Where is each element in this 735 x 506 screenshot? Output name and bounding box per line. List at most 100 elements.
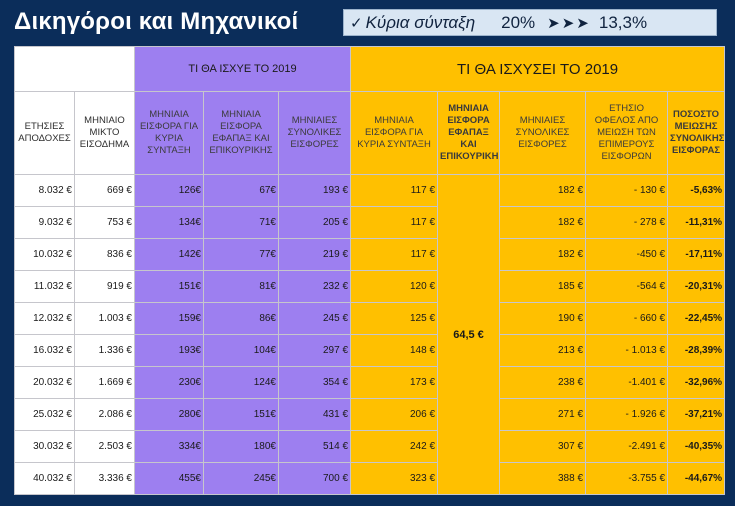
header-new-lump-sum: ΜΗΝΙΑΙΑ ΕΙΣΦΟΡΑ ΕΦΑΠΑΞ ΚΑΙ ΕΠΙΚΟΥΡΙΚΗ [437, 91, 501, 175]
cell-new-total: 182 € [499, 174, 587, 207]
cell-reduction-percent: -11,31% [667, 206, 726, 239]
cell-monthly-income: 1.003 € [74, 302, 135, 335]
cell-old-lump-sum: 81€ [203, 270, 279, 303]
group-header-new: ΤΙ ΘΑ ΙΣΧΥΣΕΙ ΤΟ 2019 [350, 46, 726, 92]
cell-new-main-pension: 148 € [350, 334, 439, 367]
cell-new-total: 182 € [499, 238, 587, 271]
cell-monthly-income: 2.503 € [74, 430, 135, 463]
cell-new-lump-sum: 64,5 € [437, 174, 501, 495]
cell-new-main-pension: 117 € [350, 206, 439, 239]
header-new-main-pension: ΜΗΝΙΑΙΑ ΕΙΣΦΟΡΑ ΓΙΑ ΚΥΡΙΑ ΣΥΝΤΑΞΗ [350, 91, 439, 175]
cell-new-total: 307 € [499, 430, 587, 463]
table-row: 8.032 €669 €126€ 67€ 193 €117 €64,5 €182 €… [14, 174, 726, 495]
cell-annual-benefit: -450 € [585, 238, 669, 271]
table-row: 25.032 €2.086 €280€ 151€ 431 €206 € 271 € - … [14, 398, 726, 431]
cell-reduction-percent: -20,31% [667, 270, 726, 303]
table-row: 20.032 €1.669 €230€ 124€ 354 €173 € 238 € -1… [14, 366, 726, 399]
cell-reduction-percent: -28,39% [667, 334, 726, 367]
cell-annual-income: 8.032 € [14, 174, 75, 207]
cell-old-lump-sum: 124€ [203, 366, 279, 399]
cell-old-lump-sum: 180€ [203, 430, 279, 463]
cell-old-total: 219 € [277, 238, 352, 271]
cell-old-total: 297 € [277, 334, 352, 367]
main-pension-rate-note: ✓ Κύρια σύνταξη 20% ➤➤➤ 13,3% [343, 9, 717, 36]
cell-reduction-percent: -44,67% [667, 462, 726, 495]
cell-old-lump-sum: 67€ [203, 174, 279, 207]
cell-new-main-pension: 120 € [350, 270, 439, 303]
header-monthly-income: ΜΗΝΙΑΙΟ ΜΙΚΤΟ ΕΙΣΟΔΗΜΑ [74, 91, 135, 175]
header-new-total: ΜΗΝΙΑΙΕΣ ΣΥΝΟΛΙΚΕΣ ΕΙΣΦΟΡΕΣ [499, 91, 587, 175]
cell-reduction-percent: -40,35% [667, 430, 726, 463]
note-label: Κύρια σύνταξη [365, 12, 476, 32]
cell-old-lump-sum: 104€ [203, 334, 279, 367]
cell-annual-income: 25.032 € [14, 398, 75, 431]
cell-annual-income: 16.032 € [14, 334, 75, 367]
cell-old-main-pension: 142€ [134, 238, 204, 271]
table-row: 12.032 €1.003 €159€ 86€ 245 €125 € 190 € - 6… [14, 302, 726, 335]
table-row: 11.032 €919 €151€ 81€ 232 €120 € 185 € -564 … [14, 270, 726, 303]
note-to-rate: 13,3% [598, 12, 648, 32]
cell-old-main-pension: 126€ [134, 174, 204, 207]
cell-new-total: 271 € [499, 398, 587, 431]
cell-old-main-pension: 280€ [134, 398, 204, 431]
cell-monthly-income: 2.086 € [74, 398, 135, 431]
cell-annual-income: 40.032 € [14, 462, 75, 495]
cell-new-main-pension: 125 € [350, 302, 439, 335]
corner-cell [14, 46, 135, 92]
table-row: 9.032 €753 €134€ 71€ 205 €117 € 182 € - 278 … [14, 206, 726, 239]
cell-annual-income: 30.032 € [14, 430, 75, 463]
cell-reduction-percent: -5,63% [667, 174, 726, 207]
header-old-total: ΜΗΝΙΑΙΕΣ ΣΥΝΟΛΙΚΕΣ ΕΙΣΦΟΡΕΣ [277, 91, 352, 175]
cell-old-lump-sum: 86€ [203, 302, 279, 335]
cell-old-lump-sum: 77€ [203, 238, 279, 271]
cell-annual-benefit: - 278 € [585, 206, 669, 239]
cell-annual-income: 20.032 € [14, 366, 75, 399]
cell-annual-income: 11.032 € [14, 270, 75, 303]
header-old-lump-sum: ΜΗΝΙΑΙΑ ΕΙΣΦΟΡΑ ΕΦΑΠΑΞ ΚΑΙ ΕΠΙΚΟΥΡΙΚΗΣ [203, 91, 279, 175]
cell-annual-benefit: -3.755 € [585, 462, 669, 495]
cell-old-main-pension: 159€ [134, 302, 204, 335]
contributions-table: ΤΙ ΘΑ ΙΣΧΥΕ ΤΟ 2019 ΤΙ ΘΑ ΙΣΧΥΣΕΙ ΤΟ 201… [14, 46, 726, 495]
cell-reduction-percent: -32,96% [667, 366, 726, 399]
cell-monthly-income: 669 € [74, 174, 135, 207]
cell-old-main-pension: 193€ [134, 334, 204, 367]
cell-reduction-percent: -37,21% [667, 398, 726, 431]
cell-old-total: 700 € [277, 462, 352, 495]
cell-annual-benefit: - 1.013 € [585, 334, 669, 367]
group-header-old: ΤΙ ΘΑ ΙΣΧΥΕ ΤΟ 2019 [133, 46, 352, 92]
header-annual-benefit: ΕΤΗΣΙΟ ΟΦΕΛΟΣ ΑΠΟ ΜΕΙΩΣΗ ΤΩΝ ΕΠΙΜΕΡΟΥΣ Ε… [585, 91, 669, 175]
note-from-rate: 20% [501, 12, 536, 32]
cell-new-main-pension: 323 € [350, 462, 439, 495]
cell-old-lump-sum: 151€ [203, 398, 279, 431]
header-old-main-pension: ΜΗΝΙΑΙΑ ΕΙΣΦΟΡΑ ΓΙΑ ΚΥΡΙΑ ΣΥΝΤΑΞΗ [134, 91, 204, 175]
table-row: 40.032 €3.336 €455€ 245€ 700 €323 € 388 € -3… [14, 462, 726, 495]
cell-new-main-pension: 206 € [350, 398, 439, 431]
cell-annual-benefit: -2.491 € [585, 430, 669, 463]
cell-annual-income: 12.032 € [14, 302, 75, 335]
cell-new-main-pension: 173 € [350, 366, 439, 399]
cell-reduction-percent: -17,11% [667, 238, 726, 271]
cell-annual-income: 10.032 € [14, 238, 75, 271]
cell-old-total: 431 € [277, 398, 352, 431]
cell-monthly-income: 1.336 € [74, 334, 135, 367]
cell-old-total: 514 € [277, 430, 352, 463]
table-row: 10.032 €836 €142€ 77€ 219 €117 € 182 € -450 … [14, 238, 726, 271]
cell-monthly-income: 836 € [74, 238, 135, 271]
cell-monthly-income: 753 € [74, 206, 135, 239]
cell-old-total: 245 € [277, 302, 352, 335]
cell-old-total: 354 € [277, 366, 352, 399]
table-row: 30.032 €2.503 €334€ 180€ 514 €242 € 307 € -2… [14, 430, 726, 463]
cell-new-total: 238 € [499, 366, 587, 399]
cell-new-total: 182 € [499, 206, 587, 239]
check-icon: ✓ [350, 14, 363, 32]
cell-new-main-pension: 117 € [350, 238, 439, 271]
cell-new-main-pension: 117 € [350, 174, 439, 207]
cell-old-total: 193 € [277, 174, 352, 207]
cell-monthly-income: 3.336 € [74, 462, 135, 495]
cell-monthly-income: 1.669 € [74, 366, 135, 399]
cell-annual-benefit: -564 € [585, 270, 669, 303]
cell-old-total: 232 € [277, 270, 352, 303]
cell-old-main-pension: 455€ [134, 462, 204, 495]
cell-annual-benefit: - 130 € [585, 174, 669, 207]
cell-annual-benefit: - 660 € [585, 302, 669, 335]
